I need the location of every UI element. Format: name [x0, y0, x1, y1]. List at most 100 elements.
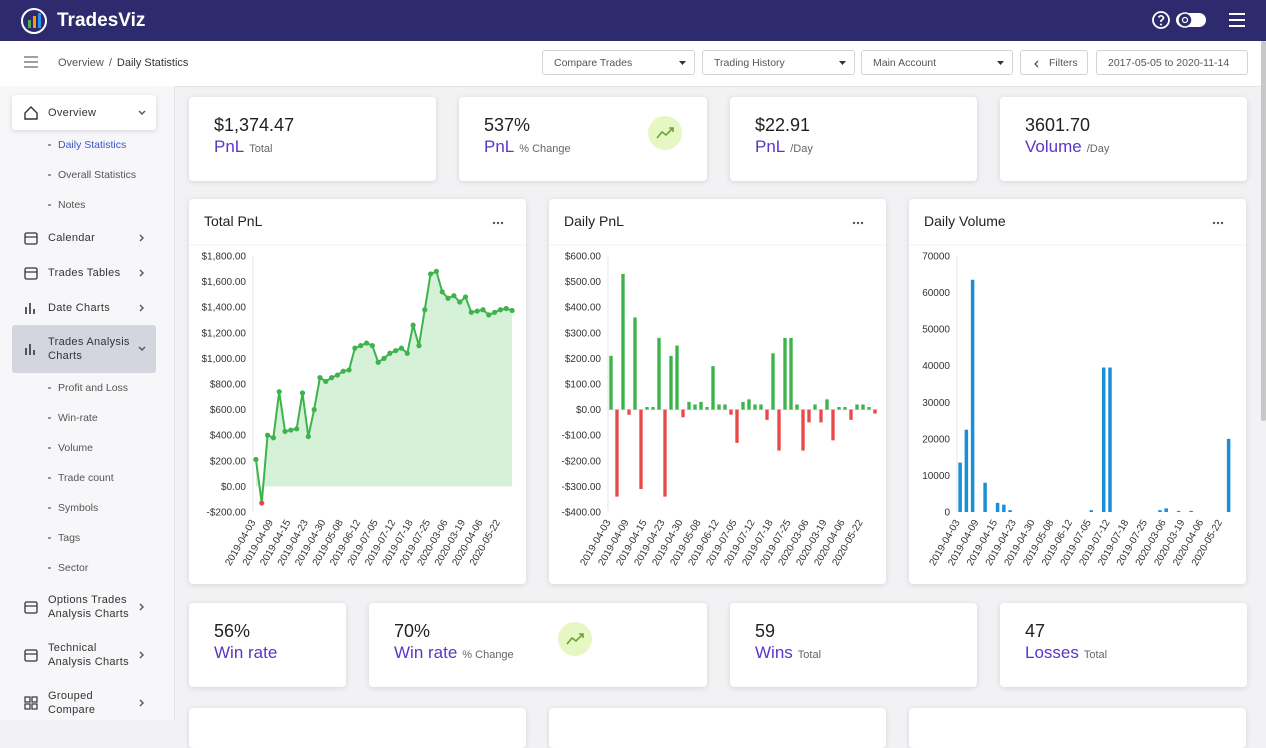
nav-subitem[interactable]: Profit and Loss	[0, 373, 174, 403]
nav-chevron	[138, 346, 146, 351]
nav-item[interactable]: Date Charts	[12, 290, 156, 325]
logo	[21, 8, 47, 34]
date-range[interactable]: 2017-05-05 to 2020-11-14	[1096, 50, 1248, 75]
stat-value: 56%	[214, 621, 251, 641]
y-tick-label: 20000	[922, 434, 950, 445]
y-tick-label: $1,400.00	[202, 303, 247, 314]
point	[346, 367, 352, 373]
bar	[669, 355, 673, 410]
nav-subitem[interactable]: Notes	[0, 190, 174, 220]
chart-title: Daily Volume	[924, 213, 1006, 229]
card-placeholder	[549, 708, 886, 748]
chart-menu[interactable]	[852, 221, 864, 225]
icon-shape	[24, 266, 38, 280]
y-tick-label: 10000	[922, 471, 950, 482]
nav-item[interactable]: Trades Tables	[12, 255, 156, 290]
nav-item[interactable]: Trades Analysis Charts	[12, 325, 156, 373]
point	[474, 308, 480, 314]
dropdown[interactable]: Trading History	[702, 50, 855, 75]
chevron-shape	[138, 110, 146, 115]
point	[445, 295, 451, 301]
icon-shape	[24, 703, 31, 710]
chevron-shape	[139, 234, 144, 241]
point	[410, 322, 416, 328]
nav-item[interactable]: Overview	[12, 95, 156, 130]
bar	[1158, 510, 1162, 512]
y-tick-label: $500.00	[565, 277, 602, 288]
y-tick-label: $200.00	[565, 354, 602, 365]
point	[416, 343, 422, 349]
bar	[753, 404, 757, 410]
filters-button[interactable]: Filters	[1020, 50, 1088, 75]
icon-shape	[24, 696, 31, 703]
header-icons[interactable]	[1151, 9, 1251, 31]
stat-name: Wins	[755, 643, 793, 662]
chevron-shape	[139, 603, 144, 611]
point	[387, 350, 393, 356]
point	[317, 375, 323, 381]
trend-arrow	[579, 633, 584, 638]
bar	[801, 409, 805, 451]
bar	[771, 353, 775, 410]
bar	[711, 366, 715, 410]
filters-label: Filters	[1049, 57, 1078, 69]
menu-toggle[interactable]	[24, 56, 40, 68]
point	[334, 372, 341, 378]
y-tick-label: $200.00	[210, 456, 247, 467]
dropdown[interactable]: Main Account	[861, 50, 1013, 75]
y-tick-label: $100.00	[565, 380, 602, 391]
point	[375, 359, 381, 365]
menu-dot	[1212, 221, 1216, 225]
stat-label: Losses Total	[1025, 643, 1107, 663]
sidebar: Overview Daily Statistics Overall Statisti…	[0, 86, 175, 720]
nav-item[interactable]: Calendar	[12, 220, 156, 255]
y-tick-label: -$400.00	[562, 508, 602, 519]
filters-icon	[1034, 60, 1039, 68]
nav-subitem[interactable]: Daily Statistics	[0, 130, 174, 160]
bar	[705, 407, 709, 410]
nav-subitem[interactable]: Overall Statistics	[0, 160, 174, 190]
bar	[1002, 504, 1006, 512]
nav-item[interactable]: Options Trades Analysis Charts	[12, 583, 156, 631]
chevron-shape	[139, 304, 144, 311]
dropdown[interactable]: Compare Trades	[542, 50, 695, 75]
nav-item[interactable]: Grouped Compare	[12, 679, 156, 720]
nav-subitem[interactable]: Win-rate	[0, 403, 174, 433]
stat-label: Wins Total	[755, 643, 821, 663]
chart-card: Total PnL -$200.00 $0.00 $200.00 $400.00 $600…	[189, 199, 526, 584]
bar	[783, 337, 787, 410]
stat-sub: Total	[1083, 649, 1108, 661]
nav-item[interactable]: Technical Analysis Charts	[12, 631, 156, 679]
y-tick-label: 40000	[922, 361, 950, 372]
nav-subitem[interactable]: Symbols	[0, 493, 174, 523]
chevron-shape	[139, 269, 144, 276]
icon-shape	[24, 231, 38, 245]
point	[363, 340, 370, 346]
breadcrumb-item[interactable]: Overview	[58, 57, 104, 69]
bar	[837, 407, 841, 410]
chart-menu[interactable]	[1212, 221, 1224, 225]
stat-label: Win rate	[214, 643, 277, 663]
nav-subitem[interactable]: Sector	[0, 553, 174, 583]
stat-label: Volume/Day	[1025, 137, 1109, 157]
nav-subitem[interactable]: Trade count	[0, 463, 174, 493]
stat-name: Volume	[1025, 137, 1082, 156]
stat-card: 59 Wins Total	[730, 603, 977, 687]
nav-label: Date Charts	[48, 301, 110, 314]
chart-title: Daily PnL	[564, 213, 624, 229]
point	[305, 433, 311, 440]
nav-subitem[interactable]: Tags	[0, 523, 174, 553]
stat-sub: % Change	[462, 649, 514, 661]
breadcrumb-item[interactable]: Daily Statistics	[116, 57, 189, 69]
bar	[964, 429, 969, 512]
icon-shape	[31, 696, 38, 703]
y-tick-label: $300.00	[565, 328, 602, 339]
brand[interactable]: TradesViz	[57, 10, 146, 31]
bar	[651, 407, 655, 410]
y-tick-label: -$200.00	[562, 456, 602, 467]
nav-subitem[interactable]: Volume	[0, 433, 174, 463]
menu-dot	[852, 221, 856, 225]
scrollbar[interactable]	[1261, 41, 1266, 421]
chart-menu[interactable]	[492, 221, 504, 225]
